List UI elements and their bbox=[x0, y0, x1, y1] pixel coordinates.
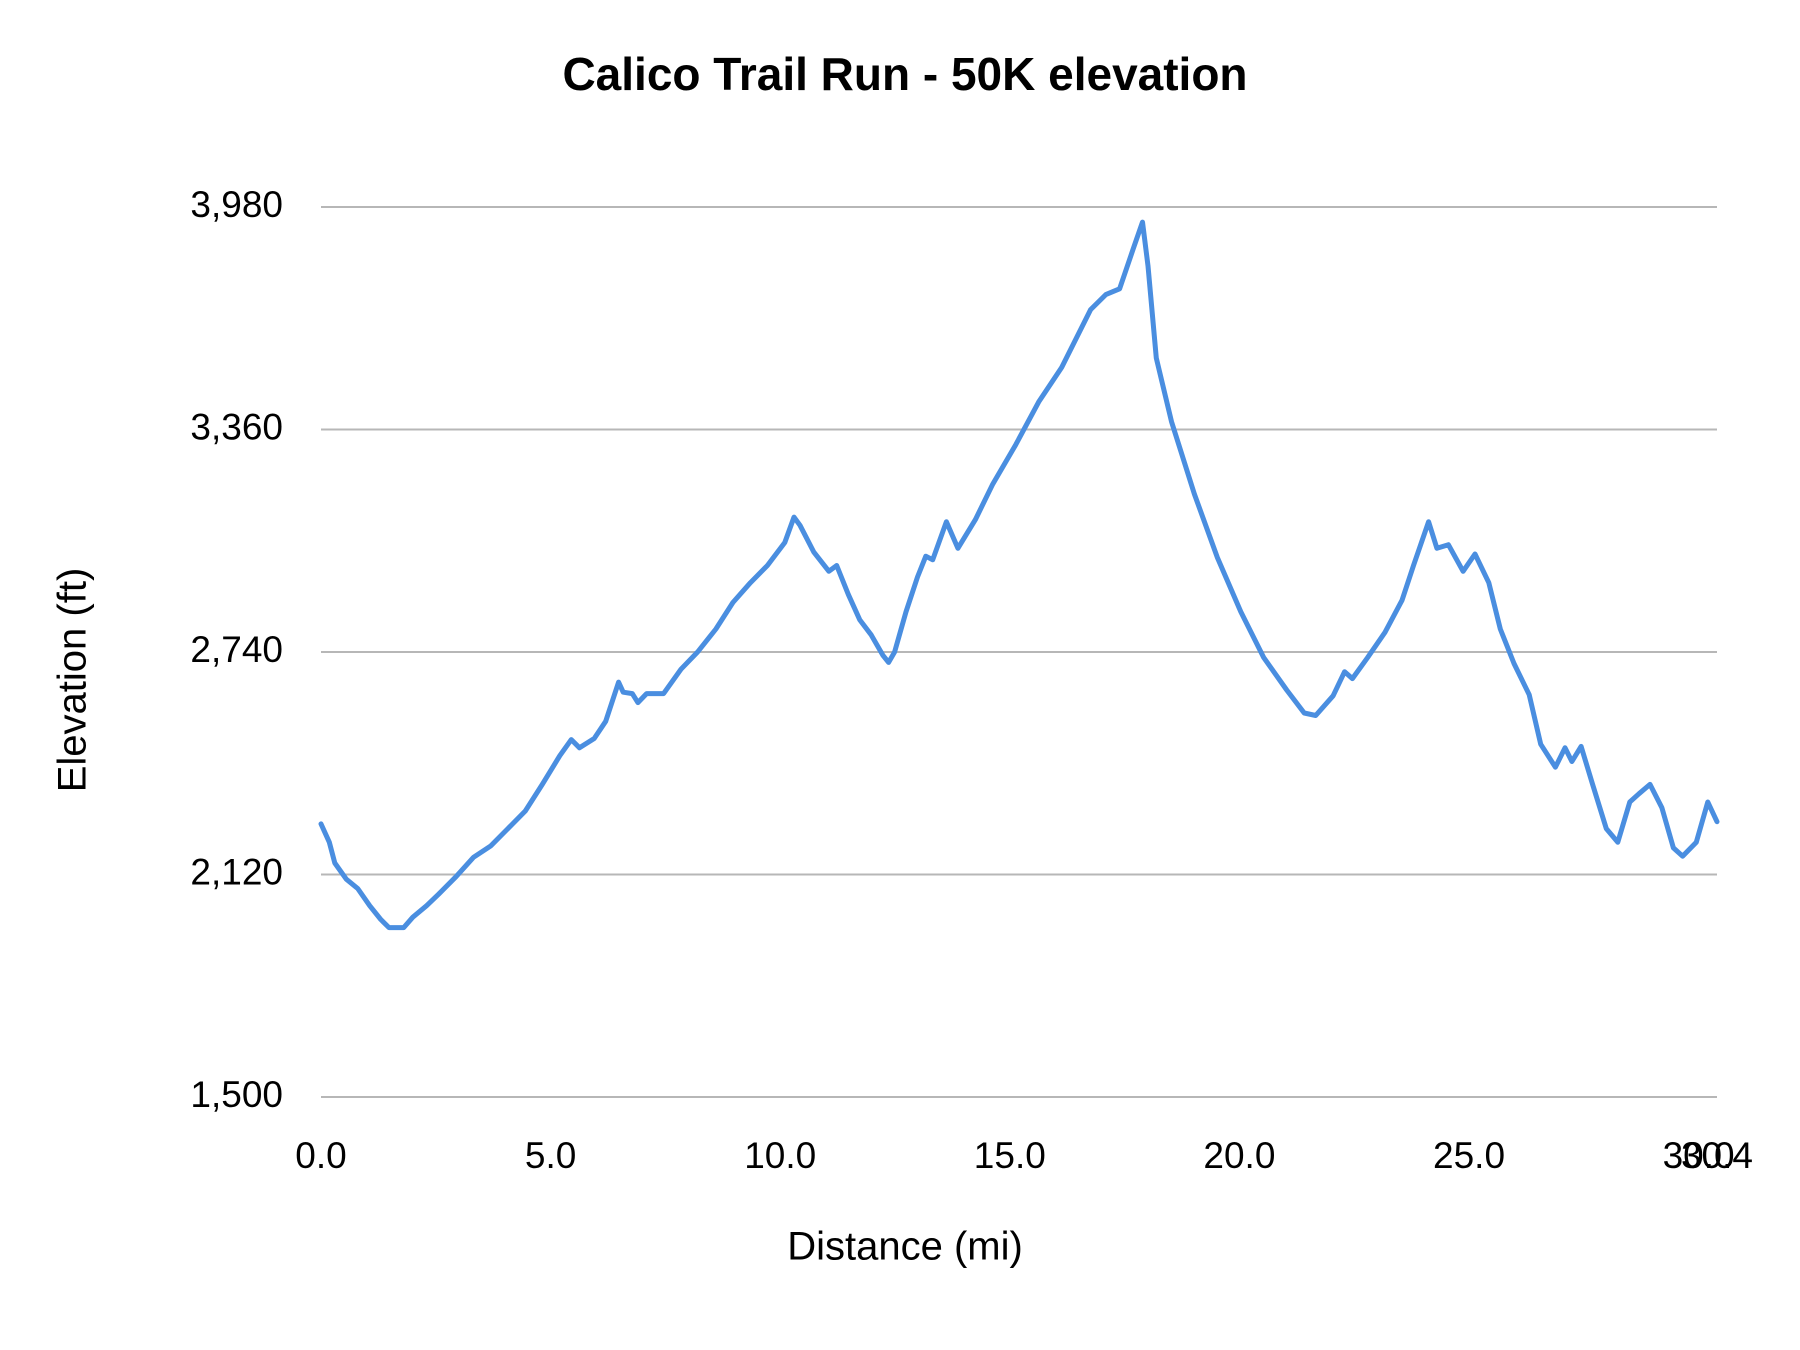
y-axis-title: Elevation (ft) bbox=[51, 568, 95, 793]
y-tick-label: 3,360 bbox=[190, 406, 283, 447]
x-axis-title: Distance (mi) bbox=[787, 1225, 1023, 1269]
x-tick-label: 0.0 bbox=[295, 1135, 346, 1176]
x-tick-label: 5.0 bbox=[525, 1135, 576, 1176]
chart-title: Calico Trail Run - 50K elevation bbox=[562, 48, 1247, 100]
x-tick-label: 30.4 bbox=[1681, 1135, 1753, 1176]
y-tick-label: 2,120 bbox=[190, 851, 283, 892]
x-tick-label: 25.0 bbox=[1433, 1135, 1505, 1176]
x-tick-label: 30.0 bbox=[1663, 1135, 1735, 1176]
elevation-line bbox=[318, 219, 1720, 931]
x-tick-label: 15.0 bbox=[974, 1135, 1046, 1176]
y-tick-label: 2,740 bbox=[190, 629, 283, 670]
x-tick-label: 20.0 bbox=[1203, 1135, 1275, 1176]
y-tick-label: 3,980 bbox=[190, 184, 283, 225]
x-tick-label: 10.0 bbox=[744, 1135, 816, 1176]
y-tick-label: 1,500 bbox=[190, 1074, 283, 1115]
